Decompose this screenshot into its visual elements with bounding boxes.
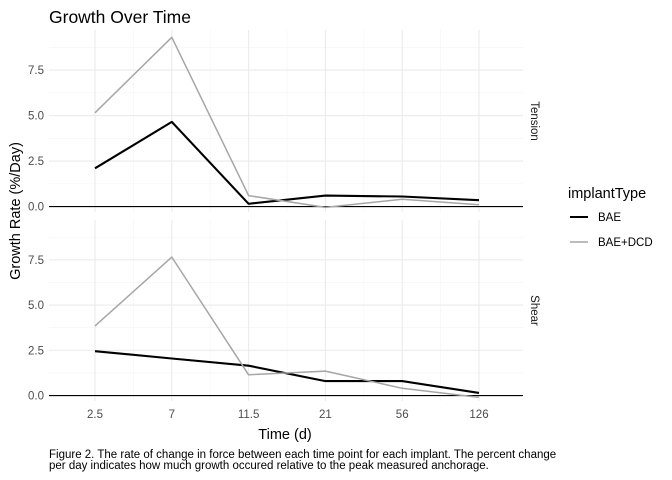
legend-item-bae-dcd: BAE+DCD (570, 237, 653, 249)
chart-title: Growth Over Time (49, 7, 191, 27)
y-tick-label: 5.0 (28, 300, 44, 312)
y-axis-title: Growth Rate (%/Day) (8, 142, 24, 280)
x-tick-label: 2.5 (87, 409, 103, 421)
x-tick-label: 56 (396, 409, 409, 421)
figure-caption: Figure 2. The rate of change in force be… (49, 449, 556, 472)
y-tick-label: 2.5 (28, 156, 44, 168)
y-tick-label: 0.0 (28, 391, 44, 403)
y-tick-label: 2.5 (28, 345, 44, 357)
x-axis-title: Time (d) (258, 427, 311, 443)
strip-label-shear: Shear (528, 295, 540, 326)
panel-shear: 0.0 2.5 5.0 7.5 Shear (28, 220, 540, 403)
legend-item-bae: BAE (570, 212, 621, 224)
series-line-bae-dcd-shear (94, 256, 480, 399)
legend-title: implantType (568, 186, 646, 202)
legend-label: BAE (598, 212, 621, 224)
legend: implantType BAE BAE+DCD (568, 186, 653, 249)
x-tick-label: 21 (319, 409, 332, 421)
panel-tension: 0.0 2.5 5.0 7.5 Tension (28, 30, 540, 214)
series-line-bae-tension (94, 120, 480, 205)
y-tick-label: 5.0 (28, 111, 44, 123)
y-tick-label: 0.0 (28, 202, 44, 214)
caption-line: Figure 2. The rate of change in force be… (49, 449, 556, 461)
x-tick-label: 11.5 (238, 409, 260, 421)
legend-label: BAE+DCD (598, 237, 653, 249)
y-tick-label: 7.5 (28, 255, 44, 267)
x-tick-label: 7 (169, 409, 175, 421)
facet-panels: 0.0 2.5 5.0 7.5 Tension 0.0 2.5 5.0 7.5 Shear (28, 30, 540, 403)
series-line-bae-dcd-tension (94, 36, 480, 209)
strip-label-tension: Tension (528, 101, 540, 141)
x-tick-label: 126 (469, 409, 488, 421)
y-tick-label: 7.5 (28, 65, 44, 77)
x-axis: 2.5 7 11.5 21 56 126 (87, 409, 489, 421)
caption-line: per day indicates how much growth occure… (49, 460, 489, 472)
